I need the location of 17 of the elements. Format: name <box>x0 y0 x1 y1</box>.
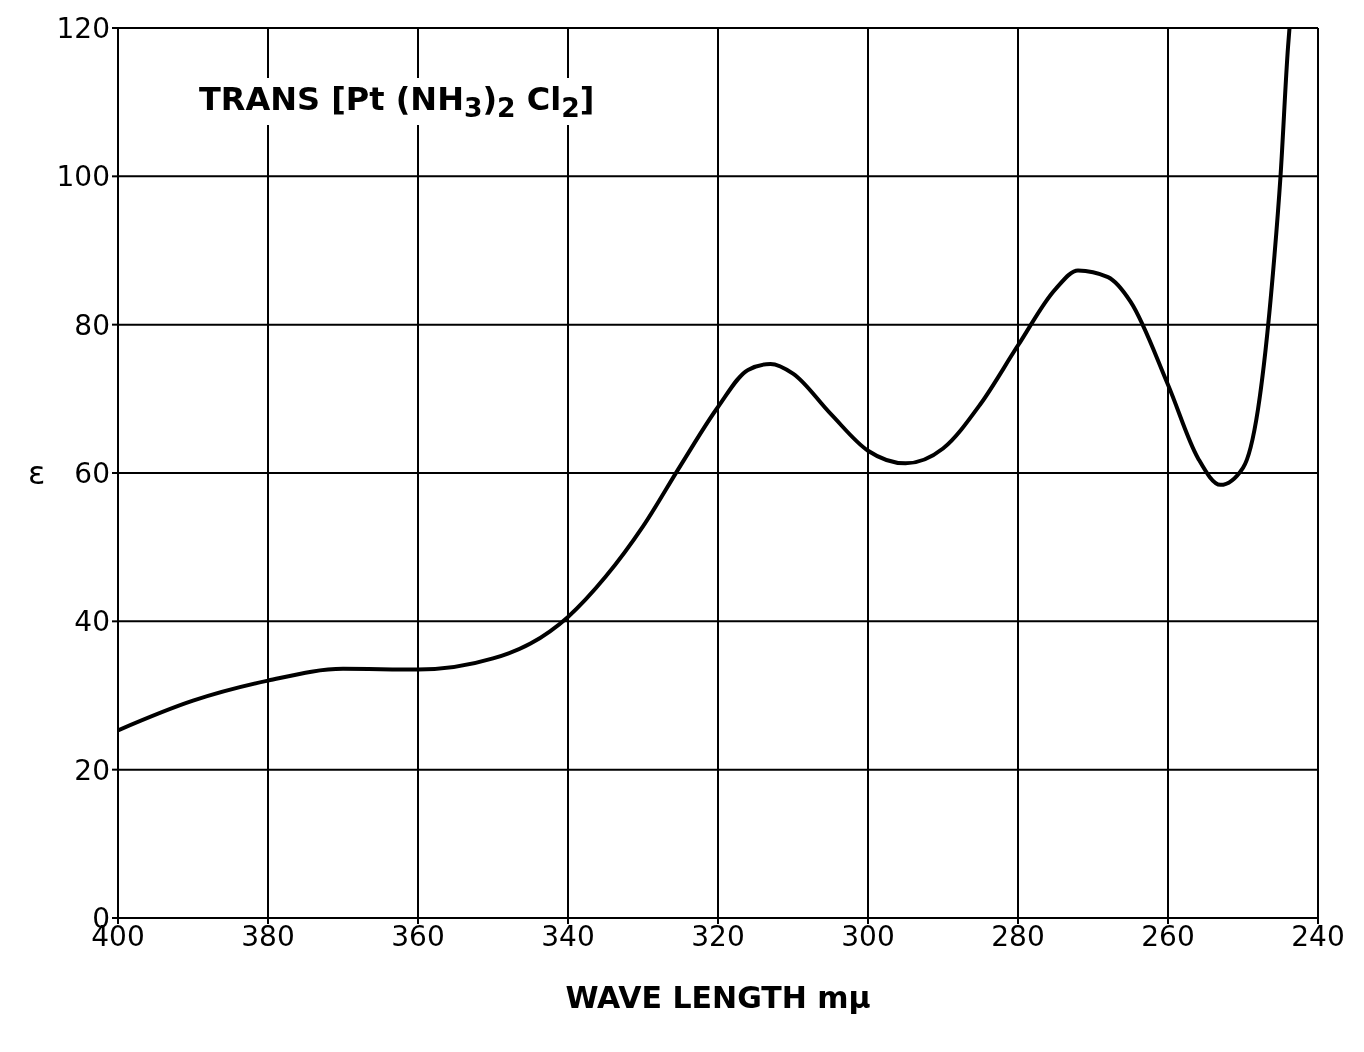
y-tick-label: 20 <box>74 753 110 787</box>
x-tick-label: 260 <box>1141 919 1195 953</box>
y-axis-title: ε <box>28 454 46 493</box>
y-tick-label: 80 <box>74 308 110 342</box>
annotation: TRANS [Pt (NH$_{3}$)$_{2}$ Cl$_{2}$] <box>193 78 601 126</box>
y-tick-label: 60 <box>74 456 110 490</box>
x-tick-label: 340 <box>541 919 595 953</box>
x-axis-title: WAVE LENGTH mμ <box>565 980 871 1015</box>
x-tick-label: 320 <box>691 919 745 953</box>
y-tick-label: 40 <box>74 605 110 639</box>
x-tick-label: 360 <box>391 919 445 953</box>
x-tick-label: 300 <box>841 919 895 953</box>
y-tick-label: 100 <box>56 160 110 194</box>
x-tick-label: 240 <box>1291 919 1345 953</box>
x-tick-label: 280 <box>991 919 1045 953</box>
y-tick-label: 120 <box>56 11 110 45</box>
x-tick-label: 380 <box>241 919 295 953</box>
